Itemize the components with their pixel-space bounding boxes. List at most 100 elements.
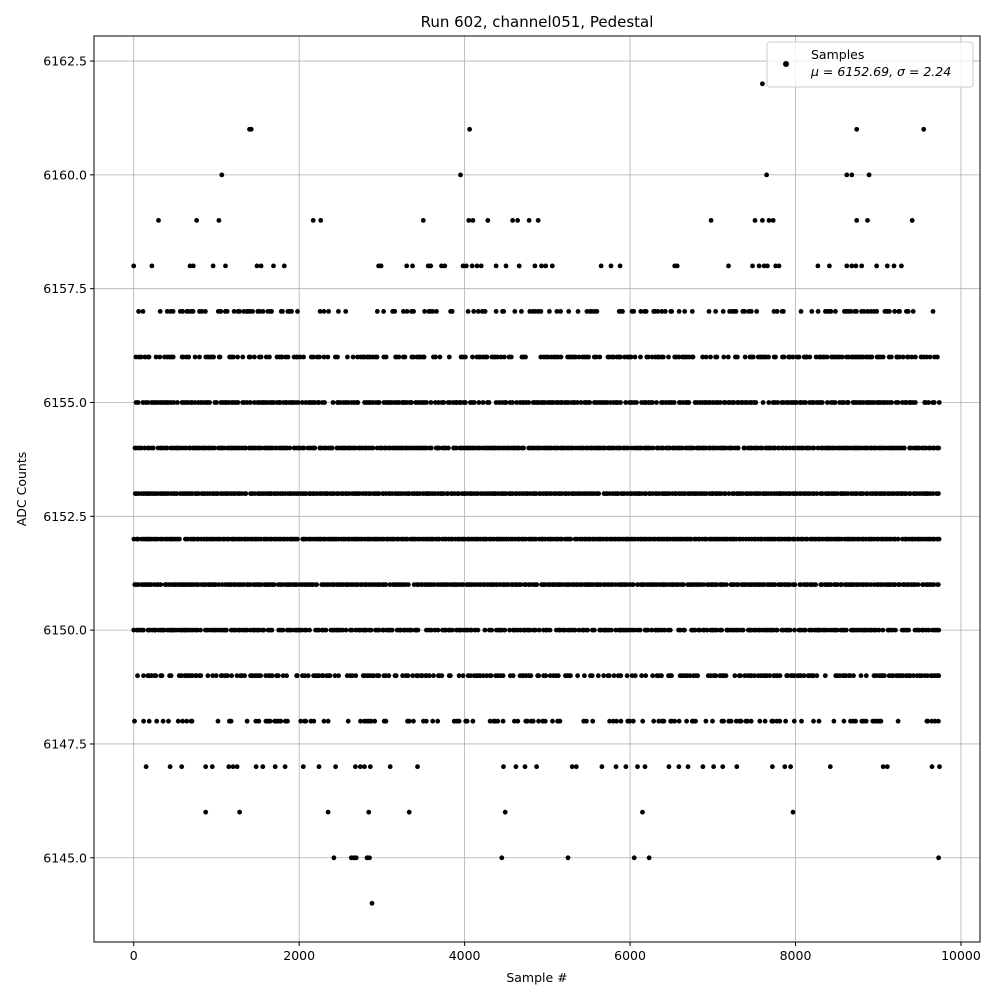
data-point: [217, 354, 223, 360]
data-point: [792, 582, 798, 587]
data-point: [748, 718, 754, 724]
data-point: [374, 354, 380, 360]
data-point: [383, 354, 389, 360]
data-point: [135, 400, 141, 405]
data-point: [931, 400, 937, 405]
data-point: [841, 400, 847, 405]
data-point: [774, 627, 780, 633]
data-point: [785, 673, 791, 679]
data-point: [586, 354, 591, 360]
data-point: [646, 855, 652, 861]
data-point: [471, 309, 477, 314]
data-point: [267, 354, 272, 360]
data-point: [153, 354, 159, 360]
data-point: [809, 309, 815, 314]
data-point: [402, 354, 408, 360]
data-point: [250, 309, 256, 314]
data-point: [772, 582, 778, 587]
data-point: [930, 491, 936, 496]
data-point: [136, 309, 142, 314]
data-point: [559, 536, 565, 542]
data-point: [713, 673, 719, 679]
data-point: [907, 491, 913, 496]
data-point: [536, 718, 541, 724]
data-point: [448, 673, 453, 679]
data-point: [189, 673, 195, 679]
data-point: [776, 263, 782, 269]
data-point: [231, 309, 237, 314]
data-point: [936, 491, 941, 496]
data-point: [435, 627, 441, 633]
data-point: [859, 263, 865, 269]
data-point: [878, 718, 884, 724]
data-point: [333, 764, 338, 770]
data-point: [597, 354, 603, 360]
data-point: [141, 627, 146, 633]
y-axis-label: ADC Counts: [14, 452, 29, 527]
data-point: [446, 445, 451, 451]
data-point: [406, 809, 412, 815]
data-point: [912, 400, 918, 405]
data-point: [845, 491, 851, 496]
data-point: [383, 582, 389, 587]
data-point: [692, 627, 698, 633]
data-point: [908, 445, 913, 451]
data-point: [558, 309, 563, 314]
data-point: [216, 582, 222, 587]
data-point: [436, 445, 442, 451]
data-point: [277, 400, 283, 405]
data-point: [549, 263, 555, 269]
data-point: [248, 126, 254, 132]
data-point: [617, 263, 623, 269]
data-point: [230, 764, 236, 770]
data-point: [371, 673, 377, 679]
data-point: [329, 445, 335, 451]
data-point: [235, 400, 241, 405]
data-point: [811, 445, 817, 451]
data-point: [573, 764, 579, 770]
data-point: [442, 263, 448, 269]
data-point: [703, 536, 709, 542]
data-point: [752, 218, 758, 223]
data-point: [221, 445, 227, 451]
data-point: [609, 627, 614, 633]
data-point: [376, 673, 382, 679]
data-point: [503, 491, 509, 496]
data-point: [311, 718, 317, 724]
data-point: [502, 627, 508, 633]
data-point: [510, 218, 515, 223]
data-point: [150, 445, 156, 451]
data-point: [458, 172, 463, 178]
data-point: [409, 400, 414, 405]
data-point: [587, 400, 593, 405]
data-point: [470, 718, 476, 724]
data-point: [880, 354, 886, 360]
data-point: [467, 126, 472, 132]
data-point: [742, 354, 748, 360]
data-point: [623, 764, 629, 770]
data-point: [500, 718, 506, 724]
data-point: [189, 718, 195, 724]
data-point: [868, 582, 873, 587]
data-point: [159, 673, 165, 679]
data-point: [437, 354, 443, 360]
data-point: [209, 764, 215, 770]
data-point: [135, 673, 140, 679]
data-point: [294, 582, 300, 587]
data-point: [237, 809, 243, 815]
data-point: [404, 536, 410, 542]
data-point: [428, 627, 434, 633]
data-point: [289, 309, 294, 314]
data-point: [470, 218, 476, 223]
data-point: [631, 855, 637, 861]
data-point: [335, 354, 340, 360]
data-point: [861, 309, 867, 314]
data-point: [827, 263, 832, 269]
data-point: [802, 627, 808, 633]
data-point: [834, 627, 840, 633]
data-point: [713, 309, 718, 314]
data-point: [478, 263, 484, 269]
data-point: [456, 491, 462, 496]
data-point: [819, 400, 825, 405]
data-point: [449, 627, 455, 633]
